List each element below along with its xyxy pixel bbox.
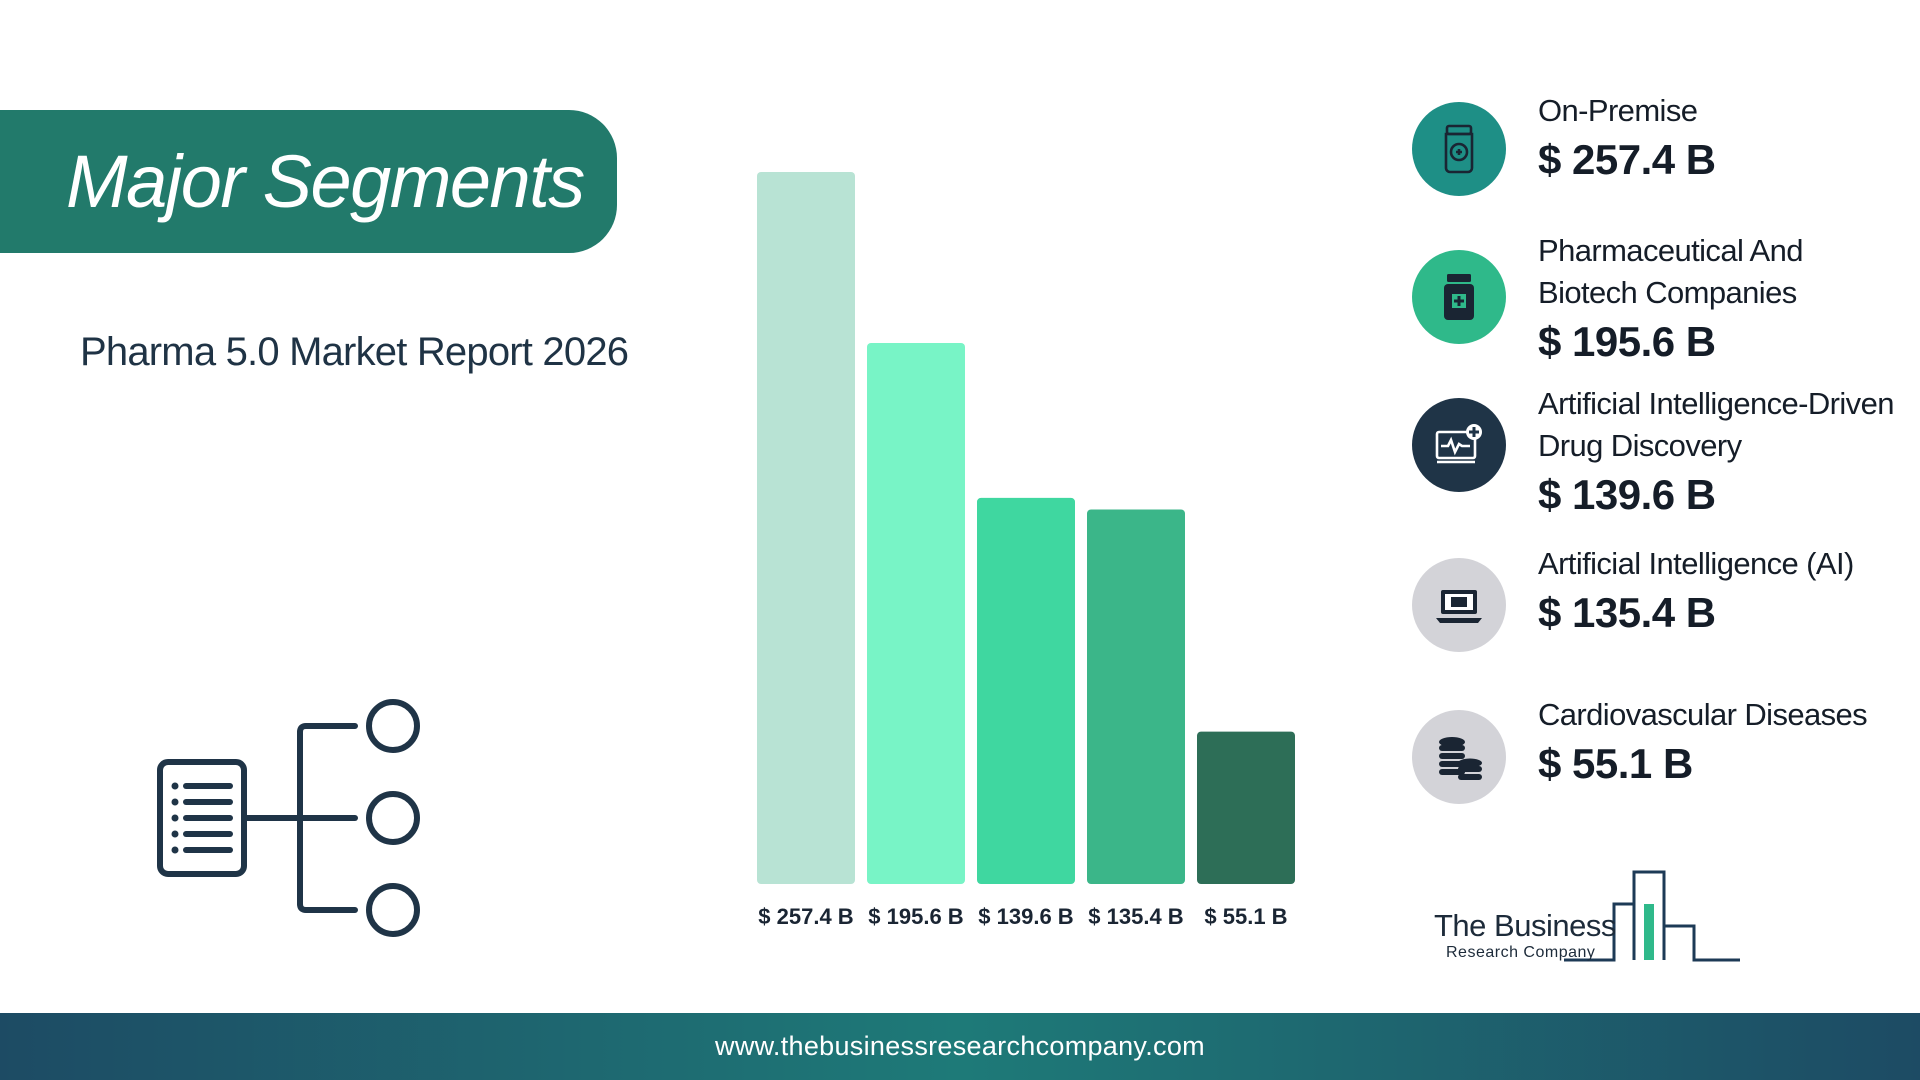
legend-text: Cardiovascular Diseases $ 55.1 B [1538,694,1918,792]
laptop-icon [1412,558,1506,652]
legend-segment-name: Artificial Intelligence-Driven [1538,386,1894,421]
bar-value-label-1: $ 257.4 B [758,904,853,929]
page-title: Major Segments [66,140,585,223]
legend-segment-name: Biotech Companies [1538,275,1797,310]
logo-text-line1: The Business [1434,908,1616,943]
pill-bottle-icon [1412,250,1506,344]
bar-value-label-4: $ 135.4 B [1088,904,1183,929]
legend-segment-value: $ 257.4 B [1538,136,1716,183]
footer-url[interactable]: www.thebusinessresearchcompany.com [715,1031,1205,1061]
medical-monitor-icon [1412,398,1506,492]
report-subtitle: Pharma 5.0 Market Report 2026 [80,330,629,374]
coin-stack-icon [1412,710,1506,804]
legend-segment-name: Pharmaceutical And [1538,233,1804,268]
legend-segment-name: Drug Discovery [1538,428,1742,463]
bar-chart-svg: $ 257.4 B $ 195.6 B $ 139.6 B $ 135.4 B $ 55… [757,172,1295,929]
legend-text: Artificial Intelligence (AI) $ 135.4 B [1538,543,1918,641]
legend-segment-name: Cardiovascular Diseases [1538,697,1868,732]
title-banner: Major Segments [0,110,617,253]
bar-value-label-5: $ 55.1 B [1204,904,1287,929]
footer: www.thebusinessresearchcompany.com [0,1013,1920,1080]
legend-segment-value: $ 135.4 B [1538,589,1716,636]
legend-segment-name: On-Premise [1538,93,1698,128]
medicine-bottle-icon [1412,102,1506,196]
legend-segment-value: $ 195.6 B [1538,318,1716,365]
legend-segment-value: $ 55.1 B [1538,740,1693,787]
logo-buildings-icon [1564,870,1740,962]
bar-value-label-3: $ 139.6 B [978,904,1073,929]
legend-text: Artificial Intelligence-Driven Drug Disco… [1538,383,1918,523]
company-logo: The Business Research Company [1434,868,1744,968]
bar-5 [1197,731,1295,884]
bar-1 [757,172,855,884]
bar-2 [867,342,965,884]
bar-chart: $ 257.4 B $ 195.6 B $ 139.6 B $ 135.4 B $ 55… [740,160,1320,950]
legend-text: Pharmaceutical And Biotech Companies $ 195… [1538,230,1918,370]
legend-segment-name: Artificial Intelligence (AI) [1538,546,1854,581]
legend-text: On-Premise $ 257.4 B [1538,90,1918,188]
legend-segment-value: $ 139.6 B [1538,471,1716,518]
bar-4 [1087,509,1185,884]
logo-text-line2: Research Company [1446,944,1596,961]
bar-value-label-2: $ 195.6 B [868,904,963,929]
bar-3 [977,497,1075,884]
segments-tree-icon [157,699,420,937]
